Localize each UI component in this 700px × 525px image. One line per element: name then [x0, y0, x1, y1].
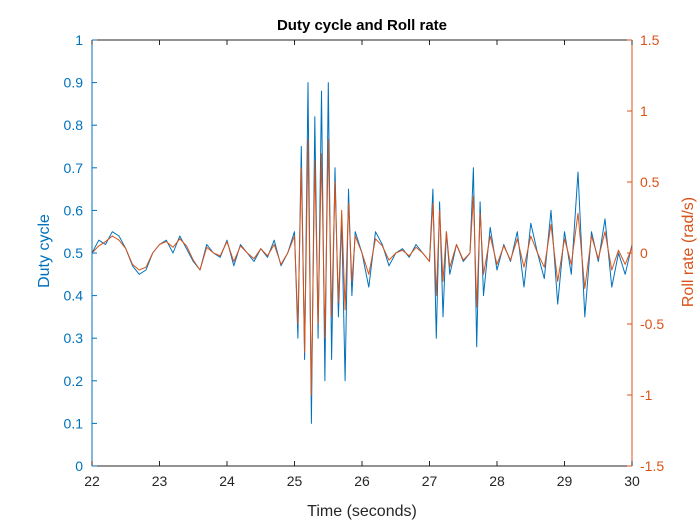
right-y-tick-label: 0.5: [640, 174, 660, 190]
left-y-tick-label: 0: [75, 458, 83, 474]
axes-layer: 22 23 24 25 26 27 28 29 30 0 0.1 0.2 0.3 0.4 0.5 0.6 0.7…: [64, 32, 665, 489]
x-tick-label: 27: [422, 473, 438, 489]
left-y-tick-label: 0.3: [64, 330, 84, 346]
left-axis-label: Duty cycle: [36, 214, 53, 288]
left-y-tick-label: 0.2: [64, 373, 84, 389]
right-y-tick-label: -0.5: [640, 316, 664, 332]
left-y-tick-label: 0.4: [64, 288, 84, 304]
right-y-tick-label: 0: [640, 245, 648, 261]
x-tick-label: 29: [557, 473, 573, 489]
left-y-tick-label: 0.8: [64, 117, 84, 133]
chart-title: Duty cycle and Roll rate: [277, 17, 447, 34]
x-tick-label: 22: [84, 473, 100, 489]
x-tick-label: 24: [219, 473, 235, 489]
left-y-tick-label: 0.9: [64, 75, 84, 91]
x-tick-label: 23: [152, 473, 168, 489]
right-y-tick-label: -1.5: [640, 458, 664, 474]
right-y-tick-label: 1: [640, 103, 648, 119]
left-y-tick-label: 1: [75, 32, 83, 48]
left-y-tick-label: 0.5: [64, 245, 84, 261]
roll-rate-series-line: [91, 138, 633, 396]
right-y-tick-label: 1.5: [640, 32, 660, 48]
x-axis-label: Time (seconds): [307, 503, 417, 520]
x-tick-label: 26: [354, 473, 370, 489]
left-y-tick-label: 0.6: [64, 202, 84, 218]
right-y-tick-label: -1: [640, 387, 653, 403]
x-tick-label: 28: [489, 473, 505, 489]
left-y-tick-label: 0.7: [64, 160, 84, 176]
plot-layer: [91, 40, 633, 466]
left-y-tick-label: 0.1: [64, 415, 84, 431]
right-axis-label: Roll rate (rad/s): [680, 197, 697, 307]
x-tick-label: 25: [287, 473, 303, 489]
x-tick-label: 30: [624, 473, 640, 489]
